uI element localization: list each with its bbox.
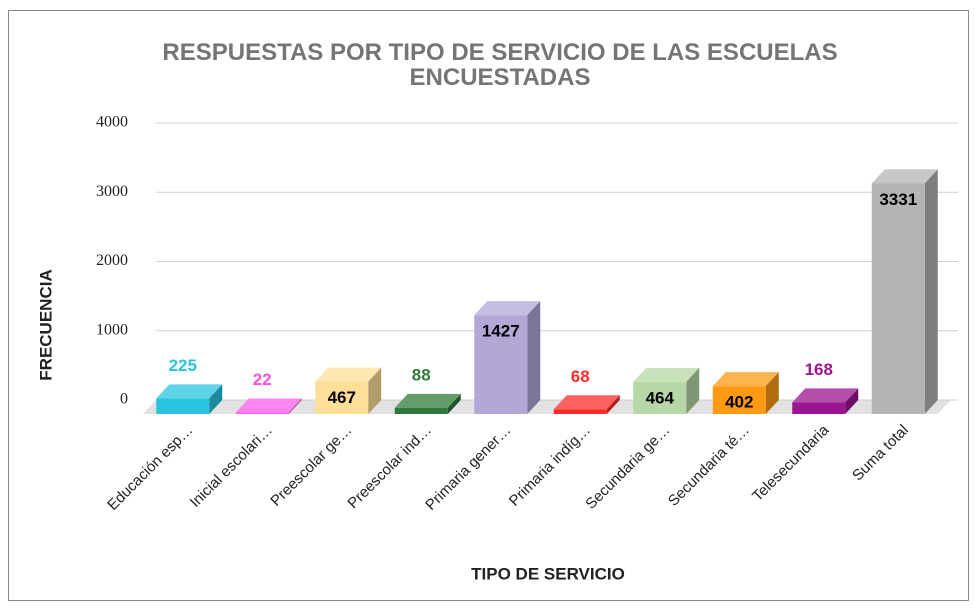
- bar-3d: [315, 367, 382, 414]
- x-tick-label: Suma total: [849, 422, 912, 485]
- bar-top: [235, 398, 302, 413]
- y-tick-label: 1000: [96, 321, 128, 338]
- bar: [633, 381, 687, 414]
- bar-top: [156, 384, 223, 399]
- x-tick-label: Secundaria ge…: [582, 422, 673, 513]
- bar-3d: [712, 372, 779, 414]
- x-tick-label: Inicial escolari…: [187, 422, 276, 511]
- bar-3d: [235, 398, 302, 414]
- bar-side: [527, 301, 541, 414]
- bar: [315, 381, 369, 414]
- bar: [474, 315, 528, 414]
- value-label: 464: [646, 388, 675, 407]
- y-tick-label: 4000: [96, 114, 128, 131]
- x-tick-label: Primaria gener…: [422, 422, 514, 514]
- y-tick-label: 2000: [96, 252, 128, 269]
- bar-3d: [156, 384, 223, 414]
- bar: [871, 183, 925, 414]
- bar-side: [288, 398, 302, 414]
- bar: [235, 412, 289, 414]
- x-axis-label: TIPO DE SERVICIO: [471, 564, 625, 583]
- bar: [394, 407, 448, 414]
- bar-3d: [633, 367, 700, 414]
- bar-side: [447, 393, 461, 414]
- bar-side: [924, 169, 938, 414]
- bar-side: [686, 367, 700, 414]
- bar: [792, 402, 846, 414]
- bar-top: [553, 395, 620, 410]
- y-tick-label: 3000: [96, 183, 128, 200]
- value-label: 1427: [482, 322, 520, 341]
- chart-border: [8, 10, 969, 601]
- value-label: 22: [253, 370, 272, 389]
- x-tick-label: Primaria indíg…: [506, 422, 594, 510]
- value-label: 68: [571, 367, 590, 386]
- value-label: 467: [328, 388, 356, 407]
- x-tick-label: Telesecundaria: [749, 421, 833, 505]
- bar-side: [606, 395, 620, 414]
- bar-3d: [474, 301, 541, 414]
- bar-top: [633, 367, 700, 382]
- bar-3d: [394, 393, 461, 414]
- x-tick-label: Preescolar ge…: [267, 422, 355, 510]
- bar-3d: [871, 169, 938, 414]
- bar-side: [765, 372, 779, 414]
- y-tick-label: 0: [120, 391, 128, 408]
- value-label: 225: [169, 356, 197, 375]
- y-axis-label: FRECUENCIA: [36, 269, 55, 380]
- value-label: 402: [725, 393, 753, 412]
- value-label: 88: [412, 365, 431, 384]
- bar: [553, 409, 607, 414]
- bar-3d: [792, 388, 859, 414]
- bar-top: [394, 393, 461, 408]
- bar-top: [792, 388, 859, 403]
- x-tick-label: Educación esp…: [104, 422, 196, 514]
- bar-side: [368, 367, 382, 414]
- bar-top: [871, 169, 938, 184]
- chart-title: RESPUESTAS POR TIPO DE SERVICIO DE LAS E…: [162, 39, 838, 91]
- value-label: 3331: [879, 190, 917, 209]
- bar: [156, 398, 210, 414]
- bar-side: [209, 384, 223, 414]
- value-label: 168: [805, 360, 833, 379]
- bar-top: [474, 301, 541, 316]
- bar-side: [845, 388, 859, 414]
- bar: [712, 386, 766, 414]
- bar-3d: [553, 395, 620, 414]
- x-tick-label: Preescolar ind…: [344, 422, 434, 512]
- bar-top: [315, 367, 382, 382]
- x-tick-label: Secundaria té…: [665, 422, 753, 510]
- bar-top: [712, 372, 779, 387]
